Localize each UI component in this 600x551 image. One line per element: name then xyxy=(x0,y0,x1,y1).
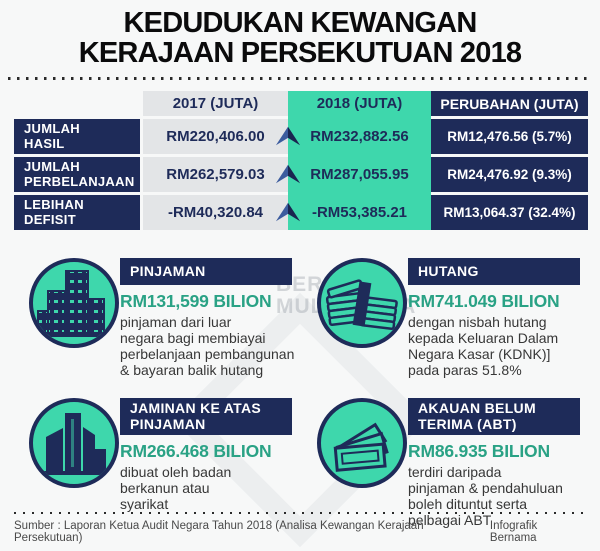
change-defisit: RM13,064.37 (32.4%) xyxy=(431,195,588,231)
card-title-abt: AKAUAN BELUM TERIMA (ABT) xyxy=(408,398,580,436)
increase-arrow-icon xyxy=(275,127,301,146)
card-pinjaman: PINJAMAN RM131,599 BILION pinjaman dari … xyxy=(12,254,300,394)
detail-cards: PINJAMAN RM131,599 BILION pinjaman dari … xyxy=(12,254,588,529)
value-2017-perbelanjaan: RM262,579.03 xyxy=(143,157,288,193)
card-title-hutang: HUTANG xyxy=(408,258,580,286)
card-title-jaminan: JAMINAN KE ATAS PINJAMAN xyxy=(120,398,292,436)
financial-table: 2017 (JUTA) 2018 (JUTA) PERUBAHAN (JUTA)… xyxy=(14,91,588,231)
increase-arrow-icon xyxy=(275,203,301,222)
increase-arrow-icon xyxy=(275,165,301,184)
dotted-divider-bottom xyxy=(14,512,586,514)
card-value-jaminan: RM266.468 BILION xyxy=(120,441,272,462)
source-text: Sumber : Laporan Ketua Audit Negara Tahu… xyxy=(14,520,424,544)
money-stacks-icon xyxy=(317,258,407,349)
header-2018: 2018 (JUTA) xyxy=(316,95,403,113)
change-hasil: RM12,476.56 (5.7%) xyxy=(431,119,588,155)
value-2017-defisit: -RM40,320.84 xyxy=(143,195,288,231)
year-2018-column-band xyxy=(288,91,431,231)
page-title: KEDUDUKAN KEWANGAN KERAJAAN PERSEKUTUAN … xyxy=(78,7,522,70)
credit-text: Infografik Bernama xyxy=(489,520,538,544)
banknotes-icon xyxy=(317,398,407,489)
change-perbelanjaan: RM24,476.92 (9.3%) xyxy=(431,157,588,193)
value-2018-hasil: RM232,882.56 xyxy=(310,128,409,146)
card-desc-hutang: dengan nisbah hutang kepada Keluaran Dal… xyxy=(408,314,559,379)
card-abt: AKAUAN BELUM TERIMA (ABT) RM86.935 BILIO… xyxy=(300,394,588,529)
row-label-jumlah-hasil: JUMLAH HASIL xyxy=(14,119,140,155)
value-2017-hasil: RM220,406.00 xyxy=(143,119,288,155)
value-2018-perbelanjaan: RM287,055.95 xyxy=(310,166,409,184)
row-label-lebihan-defisit: LEBIHAN DEFISIT xyxy=(14,195,140,231)
card-value-hutang: RM741.049 BILION xyxy=(408,291,560,312)
card-value-pinjaman: RM131,599 BILION xyxy=(120,291,272,312)
buildings-icon xyxy=(29,258,119,349)
card-hutang: HUTANG RM741.049 BILION dengan nisbah hu… xyxy=(300,254,588,394)
row-label-jumlah-perbelanjaan: JUMLAH PERBELANJAAN xyxy=(14,157,140,193)
card-title-pinjaman: PINJAMAN xyxy=(120,258,292,286)
card-desc-pinjaman: pinjaman dari luar negara bagi membiayai… xyxy=(120,314,295,379)
header-2017: 2017 (JUTA) xyxy=(143,91,288,117)
card-value-abt: RM86.935 BILION xyxy=(408,441,550,462)
city-buildings-icon xyxy=(29,398,119,489)
card-desc-abt: terdiri daripada pinjaman & pendahuluan … xyxy=(408,464,563,528)
footer: Sumber : Laporan Ketua Audit Negara Tahu… xyxy=(14,512,586,544)
card-jaminan: JAMINAN KE ATAS PINJAMAN RM266.468 BILIO… xyxy=(12,394,300,529)
value-2018-defisit: -RM53,385.21 xyxy=(311,204,408,222)
header-perubahan: PERUBAHAN (JUTA) xyxy=(431,91,588,117)
dotted-divider-top xyxy=(8,77,592,81)
card-desc-jaminan: dibuat oleh badan berkanun atau syarikat xyxy=(120,464,232,512)
